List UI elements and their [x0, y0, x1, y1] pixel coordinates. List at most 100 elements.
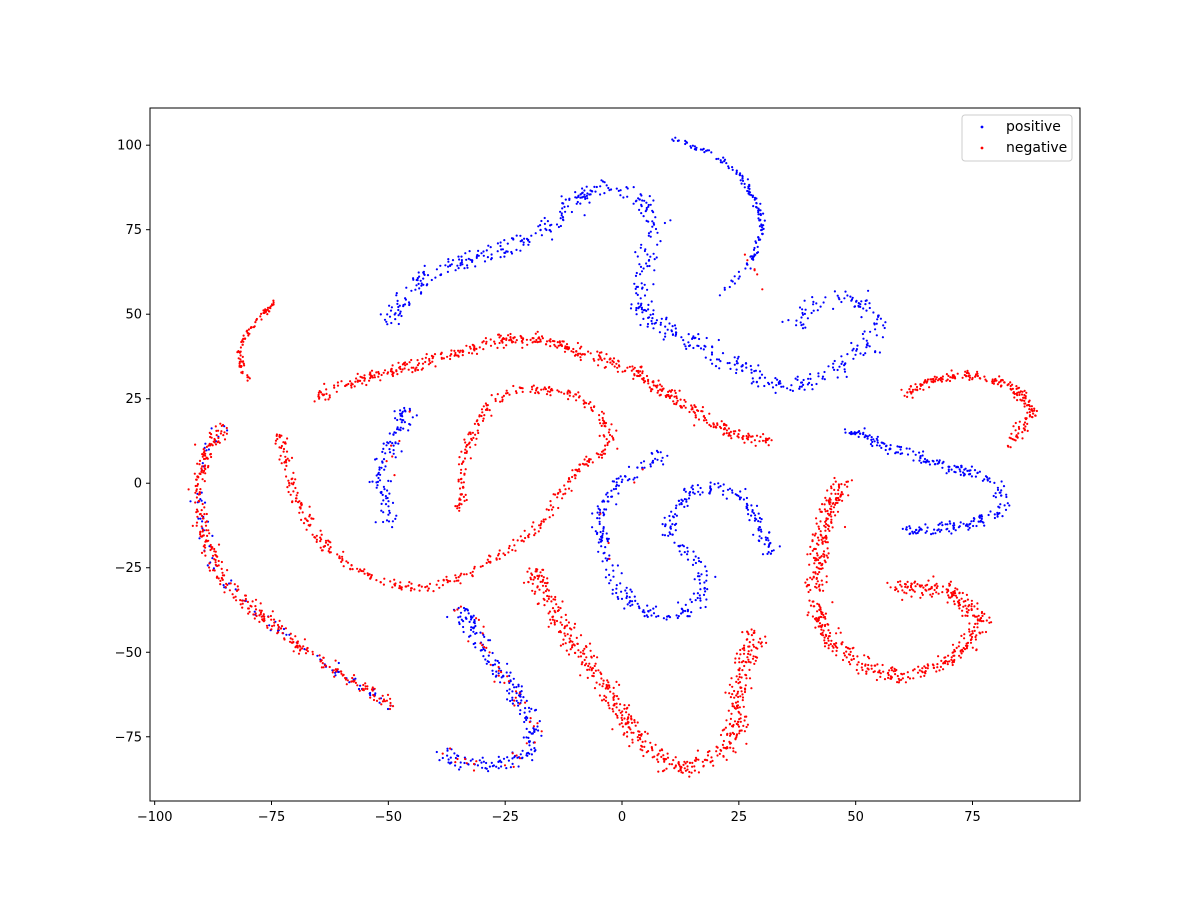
data-point [458, 487, 462, 490]
data-point [886, 581, 889, 585]
data-point [683, 551, 686, 554]
data-point [613, 365, 616, 368]
data-point [604, 576, 608, 579]
data-point [618, 365, 621, 368]
data-point [691, 336, 694, 340]
data-point [701, 760, 704, 763]
data-point [380, 509, 383, 512]
data-point [826, 512, 830, 515]
data-point [644, 740, 647, 743]
data-point [641, 468, 644, 471]
data-point [598, 694, 602, 697]
data-point [404, 297, 407, 300]
data-point [220, 424, 223, 427]
data-point [544, 388, 548, 391]
data-point [1009, 381, 1012, 384]
data-point [615, 187, 618, 190]
data-point [199, 530, 202, 533]
data-point [522, 696, 525, 699]
data-point [522, 241, 525, 244]
data-point [849, 295, 852, 298]
data-point [963, 633, 966, 636]
data-point [722, 746, 725, 749]
data-point [837, 627, 840, 630]
data-point [311, 653, 314, 656]
data-point [482, 655, 485, 658]
data-point [478, 759, 481, 762]
data-point [674, 765, 677, 768]
data-point [422, 283, 425, 286]
data-point [678, 550, 681, 553]
data-point [583, 658, 586, 662]
data-point [564, 613, 567, 617]
data-point [462, 485, 465, 488]
data-point [978, 377, 981, 380]
data-point [521, 390, 524, 393]
data-point [920, 461, 923, 464]
data-point [818, 567, 821, 570]
data-point [821, 377, 824, 380]
data-point [827, 552, 830, 555]
data-point [389, 704, 392, 707]
data-point [757, 217, 760, 220]
data-point [411, 371, 414, 374]
data-point [246, 376, 249, 379]
data-point [472, 436, 475, 439]
data-point [561, 218, 565, 221]
data-point [746, 259, 749, 262]
data-point [810, 383, 814, 386]
data-point [515, 699, 518, 703]
data-point [755, 197, 758, 200]
data-point [416, 277, 419, 280]
data-point [811, 296, 814, 299]
data-point [225, 582, 228, 585]
data-point [611, 707, 614, 711]
data-point [540, 388, 543, 391]
data-point [894, 673, 897, 676]
data-point [976, 618, 979, 621]
data-point [606, 443, 609, 447]
data-point [682, 404, 686, 407]
data-point [900, 585, 903, 588]
data-point [772, 549, 775, 552]
data-point [904, 585, 907, 589]
data-point [400, 412, 403, 415]
data-point [203, 480, 206, 483]
data-point [394, 442, 397, 445]
data-point [824, 612, 828, 615]
data-point [628, 601, 631, 604]
data-point [456, 264, 459, 267]
data-point [297, 652, 301, 655]
data-point [896, 674, 899, 678]
data-point [487, 654, 490, 657]
data-point [533, 592, 536, 595]
data-point [758, 225, 762, 228]
data-point [577, 194, 580, 197]
data-point [214, 425, 217, 428]
data-point [416, 279, 419, 282]
data-point [608, 686, 611, 689]
data-point [641, 370, 644, 373]
data-point [499, 244, 502, 248]
data-point [674, 513, 677, 516]
data-point [652, 612, 656, 615]
data-point [855, 300, 858, 303]
data-point [213, 441, 216, 444]
data-point [633, 366, 636, 369]
data-point [716, 423, 719, 426]
data-point [868, 657, 871, 660]
data-point [945, 379, 948, 382]
data-point [680, 405, 683, 408]
data-point [564, 488, 567, 491]
data-point [401, 410, 404, 413]
data-point [736, 723, 740, 726]
data-point [363, 379, 366, 382]
data-point [217, 543, 221, 546]
data-point [983, 375, 986, 378]
data-point [1025, 404, 1029, 407]
data-point [996, 515, 999, 518]
data-point [396, 418, 399, 422]
data-point [376, 484, 379, 487]
data-point [509, 671, 512, 674]
data-point [493, 340, 496, 343]
